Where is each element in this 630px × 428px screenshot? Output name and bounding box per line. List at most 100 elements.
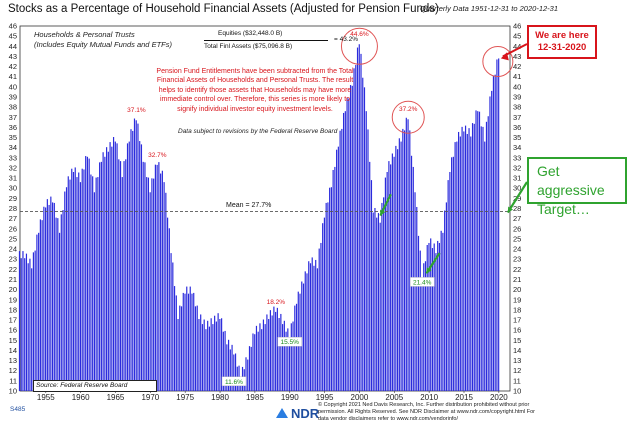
bar: [426, 245, 428, 391]
bar: [187, 293, 190, 391]
bar: [360, 53, 362, 391]
red-arrow-head: [500, 52, 509, 61]
trough-label: 11.6%: [225, 379, 243, 386]
trough-label: 21.4%: [413, 279, 432, 286]
bar: [369, 161, 371, 391]
y-tick-label-right: 15: [513, 336, 521, 345]
bar: [168, 228, 170, 391]
bar: [111, 146, 113, 391]
bar: [217, 313, 219, 391]
bar: [381, 202, 383, 391]
bar: [377, 213, 380, 391]
y-tick-label-left: 21: [9, 275, 17, 284]
y-tick-label-right: 38: [513, 103, 521, 112]
bar: [276, 307, 278, 391]
y-tick-label-right: 41: [513, 72, 521, 81]
bar: [252, 333, 254, 391]
y-tick-label-left: 35: [9, 133, 17, 142]
bar: [27, 263, 29, 391]
bar: [273, 306, 275, 391]
bar: [379, 222, 381, 391]
y-tick-label-left: 28: [9, 204, 17, 213]
bar: [292, 321, 294, 391]
bar: [470, 136, 472, 391]
bar: [210, 318, 212, 391]
bar: [255, 325, 258, 391]
bar: [173, 286, 176, 391]
bar: [435, 253, 437, 391]
y-tick-label-right: 43: [513, 52, 521, 61]
chart-code: S485: [10, 406, 26, 413]
bar: [356, 47, 359, 392]
peak-label: 32.7%: [148, 152, 167, 159]
y-tick-label-left: 26: [9, 224, 17, 233]
y-tick-label-right: 44: [513, 42, 521, 51]
bar: [149, 192, 151, 391]
bar: [78, 172, 80, 391]
bar: [330, 187, 332, 391]
y-tick-label-right: 28: [513, 204, 521, 213]
bar: [79, 182, 82, 391]
peak-label: 37.1%: [127, 107, 146, 114]
bar: [128, 141, 130, 391]
bar: [445, 202, 447, 391]
bar: [234, 353, 237, 391]
ndr-logo: NDR: [276, 406, 319, 421]
bar: [421, 279, 423, 391]
bar: [74, 167, 76, 391]
y-tick-label-left: 17: [9, 316, 17, 325]
bar: [437, 240, 439, 391]
get-aggressive-callout: Get aggressive Target…: [527, 157, 627, 217]
bar: [165, 192, 167, 391]
bar: [365, 111, 367, 392]
bar: [137, 123, 139, 392]
bar: [484, 141, 486, 391]
bar: [147, 177, 150, 391]
bar: [313, 265, 315, 391]
current-circle: [482, 45, 514, 77]
bar: [116, 143, 118, 391]
bar: [370, 180, 373, 391]
bar: [38, 232, 40, 391]
bar: [491, 90, 493, 391]
bar: [327, 202, 329, 391]
y-tick-label-left: 34: [9, 143, 17, 152]
bar: [315, 259, 317, 391]
bar: [349, 85, 352, 392]
bar: [191, 293, 193, 391]
bar: [194, 306, 197, 391]
bar: [71, 168, 73, 391]
y-tick-label-left: 11: [9, 376, 17, 385]
bar: [126, 143, 129, 391]
bar: [151, 178, 153, 391]
y-tick-label-right: 16: [513, 326, 521, 335]
bar: [342, 112, 345, 391]
bar: [390, 164, 392, 391]
y-tick-label-right: 11: [513, 376, 521, 385]
bar: [416, 206, 418, 391]
bar: [20, 258, 22, 391]
bar: [198, 319, 200, 391]
bar: [179, 305, 181, 391]
bar: [139, 141, 141, 391]
bar: [271, 315, 273, 391]
y-tick-label-left: 40: [9, 82, 17, 91]
bar: [480, 126, 482, 391]
bar: [172, 262, 174, 391]
bar: [463, 131, 465, 391]
y-tick-label-left: 29: [9, 194, 17, 203]
bar: [459, 136, 461, 391]
bar: [65, 187, 68, 391]
bar: [489, 96, 491, 392]
trough-label-box: [221, 376, 247, 386]
y-tick-label-left: 31: [9, 174, 17, 183]
green-arrow-2009-head: [426, 267, 432, 274]
bar: [58, 232, 61, 391]
peak-label: 18.2%: [267, 299, 286, 306]
bar: [135, 120, 137, 392]
x-tick-label: 2005: [385, 393, 403, 402]
bar: [336, 149, 338, 391]
bar: [478, 111, 481, 391]
bar: [207, 320, 209, 391]
y-tick-label-right: 34: [513, 143, 521, 152]
